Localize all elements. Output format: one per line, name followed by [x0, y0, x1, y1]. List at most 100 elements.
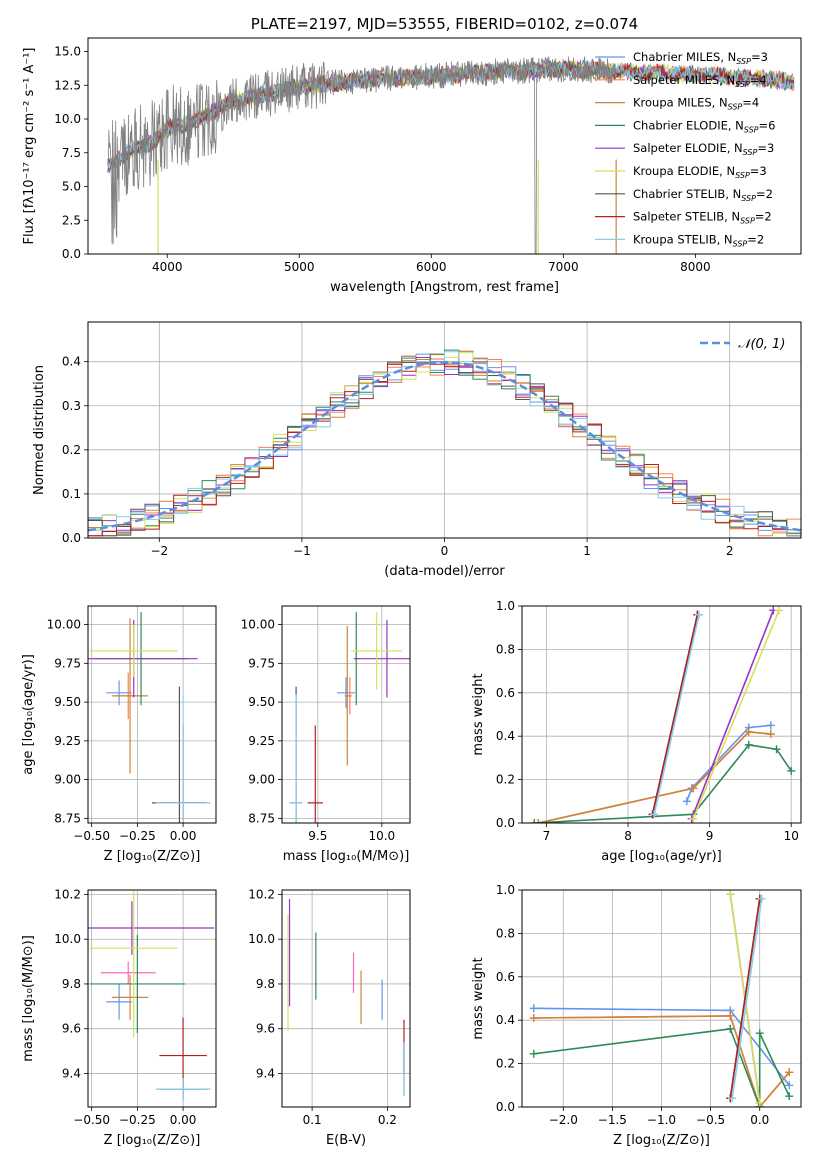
spectrum-ytick-label: 2.5 — [62, 213, 81, 227]
normal-reference-curve — [88, 360, 801, 532]
weight-vs-age-frame — [521, 605, 802, 824]
spectrum-legend-label: Kroupa MILES, NSSP=4 — [633, 96, 759, 112]
age-vs-mass-ytick-label: 9.25 — [248, 734, 275, 748]
legend-name: Kroupa MILES, N — [633, 96, 728, 110]
weight-vs-Z-y-axis-label: mass weight — [471, 957, 486, 1039]
weight-vs-age-series-line — [686, 724, 771, 802]
age-vs-Z-y-axis-label: age [log₁₀(age/yr)] — [21, 654, 36, 775]
legend-suffix: =2 — [756, 187, 773, 201]
mass-vs-Z-point — [106, 983, 132, 1020]
legend-suffix: =3 — [751, 50, 768, 64]
residual-histogram — [88, 363, 801, 537]
mass-vs-Z-point — [89, 934, 185, 1034]
legend-name: Kroupa STELIB, N — [633, 232, 733, 246]
mass-vs-EBV-xtick-label: 0.1 — [303, 1113, 322, 1127]
mass-vs-Z-x-axis-label: Z [log₁₀(Z/Z⊙)] — [104, 1133, 201, 1148]
weight-vs-age-marker — [682, 797, 691, 806]
spectrum-chart: 4000 5000 6000 7000 8000 0.0 2.5 5.0 7.5 10.0 12.5… — [22, 15, 802, 295]
mass-vs-EBV-frame — [281, 889, 411, 1108]
legend-suffix: =2 — [755, 210, 772, 224]
weight-vs-age-marker — [774, 606, 783, 615]
weight-vs-Z-marker — [728, 1094, 737, 1103]
weight-vs-Z-ytick-label: 1.0 — [496, 883, 515, 897]
weight-vs-age-marker — [650, 810, 659, 819]
residuals-xtick-label: −2 — [150, 544, 168, 558]
weight-vs-Z-marker — [757, 894, 766, 903]
legend-sub: SSP — [735, 80, 750, 89]
mass-vs-EBV-ytick-label: 9.8 — [256, 977, 275, 991]
spectrum-xtick-label: 4000 — [152, 260, 183, 274]
legend-sub: SSP — [744, 125, 759, 134]
spectrum-plot-area — [107, 56, 795, 254]
spectrum-legend-label: Chabrier ELODIE, NSSP=6 — [633, 118, 775, 134]
weight-vs-age-xtick-label: 8 — [624, 829, 632, 843]
mass-vs-EBV-ytick-label: 10.2 — [248, 887, 275, 901]
legend-name: Chabrier ELODIE, N — [633, 118, 744, 132]
mass-vs-Z-ytick-label: 9.4 — [62, 1066, 81, 1080]
age-vs-Z-plot-area — [88, 612, 211, 823]
age-vs-mass-point — [354, 619, 410, 698]
legend-sub: SSP — [728, 103, 743, 112]
age-vs-Z-ytick-label: 10.00 — [47, 618, 81, 632]
legend-name: Salpeter MILES, N — [633, 73, 735, 87]
age-vs-mass-point — [289, 694, 303, 823]
spectrum-ytick-label: 5.0 — [62, 180, 81, 194]
legend-sub: SSP — [733, 239, 748, 248]
spectrum-legend-label: Salpeter STELIB, NSSP=2 — [633, 210, 772, 226]
age-vs-mass-ytick-label: 9.00 — [248, 773, 275, 787]
weight-vs-age-xtick-label: 10 — [784, 829, 799, 843]
age-vs-mass-point — [337, 677, 355, 709]
mass-vs-Z-xtick-label: 0.00 — [170, 1113, 197, 1127]
weight-vs-Z-marker — [529, 1049, 538, 1058]
age-vs-Z-point — [89, 624, 178, 678]
weight-vs-age-marker — [534, 819, 543, 823]
residuals-ytick-label: 0.3 — [62, 399, 81, 413]
mass-vs-Z-frame — [87, 889, 217, 1108]
legend-suffix: =4 — [750, 73, 767, 87]
weight-vs-Z-ytick-label: 0.8 — [496, 926, 515, 940]
residuals-legend-label: 𝒩(0, 1) — [738, 337, 785, 352]
legend-suffix: =3 — [750, 164, 767, 178]
spectrum-legend-label: Salpeter MILES, NSSP=4 — [633, 73, 767, 89]
spectrum-ytick-label: 12.5 — [54, 78, 81, 92]
weight-vs-Z-marker — [785, 1068, 794, 1077]
age-vs-Z-point — [111, 618, 149, 774]
weight-vs-age-ytick-label: 0.8 — [496, 642, 515, 656]
weight-vs-age-marker — [787, 766, 796, 775]
spectrum-xtick-label: 7000 — [548, 260, 579, 274]
mass-vs-Z-y-axis-label: mass [log₁₀(M/M⊙)] — [21, 935, 36, 1062]
spectrum-legend-label: Chabrier MILES, NSSP=3 — [633, 50, 768, 66]
weight-vs-age-xtick-label: 9 — [706, 829, 714, 843]
residuals-legend: 𝒩(0, 1) — [700, 337, 785, 352]
weight-vs-age-marker — [530, 819, 539, 823]
age-vs-Z-point — [106, 680, 132, 706]
age-vs-mass-chart: 9.5 10.0 8.75 9.00 9.25 9.50 9.75 10.00 mass [lo… — [241, 605, 411, 864]
mass-vs-Z-plot-area — [88, 890, 215, 1101]
weight-vs-Z-xtick-label: 0.0 — [750, 1113, 769, 1127]
weight-vs-Z-xtick-label: −0.5 — [696, 1113, 725, 1127]
weight-vs-Z-marker — [529, 1014, 538, 1023]
mass-vs-Z-ytick-label: 10.2 — [54, 887, 81, 901]
age-vs-Z-ytick-label: 9.25 — [54, 734, 81, 748]
weight-vs-Z-chart: −2.0 −1.5 −1.0 −0.5 0.0 0.0 0.2 0.4 0.6 0.8 1.0 Z [… — [471, 883, 802, 1148]
residuals-chart: −2 −1 0 1 2 0.0 0.1 0.2 0.3 0.4 (data-model)/error… — [32, 321, 802, 579]
residuals-xtick-label: 0 — [441, 544, 449, 558]
residuals-xtick-label: 1 — [583, 544, 591, 558]
weight-vs-Z-marker — [755, 1098, 764, 1107]
mass-vs-EBV-ytick-label: 9.4 — [256, 1066, 275, 1080]
spectrum-ytick-label: 15.0 — [54, 45, 81, 59]
mass-vs-EBV-ytick-label: 9.6 — [256, 1022, 275, 1036]
spectrum-xtick-label: 5000 — [284, 260, 315, 274]
age-vs-mass-ytick-label: 9.50 — [248, 695, 275, 709]
weight-vs-age-marker — [766, 721, 775, 730]
spectrum-frame — [87, 37, 802, 255]
weight-vs-Z-ytick-label: 0.0 — [496, 1100, 515, 1114]
mass-vs-EBV-plot-area — [287, 898, 405, 1096]
weight-vs-age-x-axis-label: age [log₁₀(age/yr)] — [601, 849, 722, 864]
weight-vs-Z-series-line — [731, 898, 763, 1099]
spectrum-xtick-label: 8000 — [680, 260, 711, 274]
mass-vs-Z-ytick-label: 9.6 — [62, 1022, 81, 1036]
weight-vs-Z-series-line — [533, 1028, 790, 1107]
age-vs-Z-xtick-label: −0.50 — [73, 829, 110, 843]
